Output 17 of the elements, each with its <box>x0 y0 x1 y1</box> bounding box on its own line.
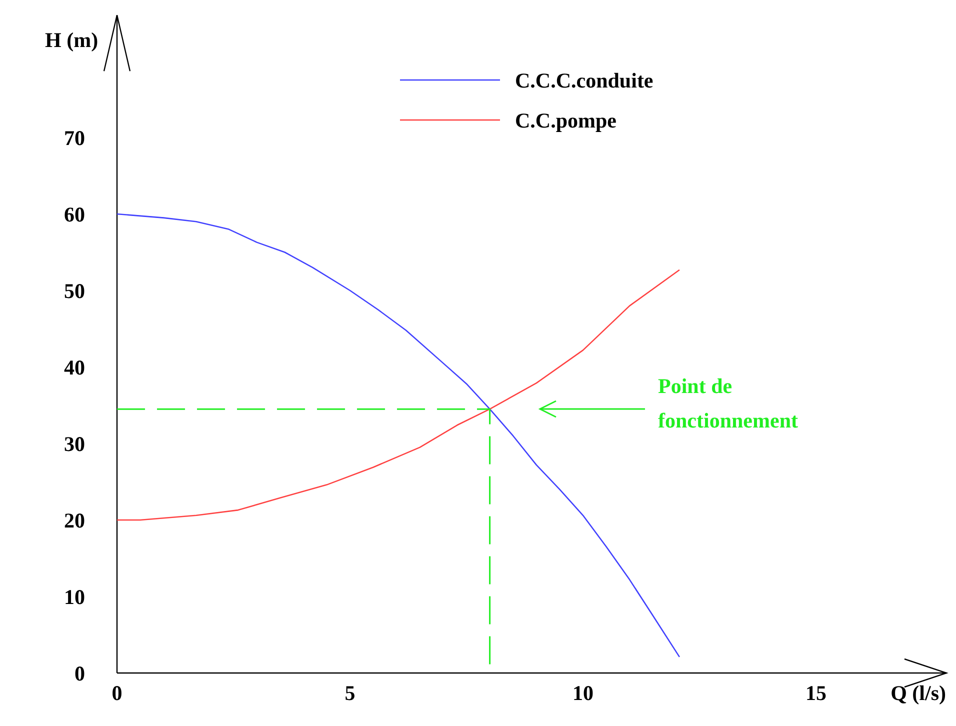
x-tick-label: 5 <box>344 681 356 705</box>
y-tick-label: 70 <box>64 126 85 150</box>
y-axis-title: H (m) <box>45 28 98 52</box>
x-tick-label: 0 <box>112 681 122 705</box>
y-tick-label: 50 <box>64 278 85 303</box>
y-tick-label: 30 <box>64 432 85 456</box>
y-tick-label: 10 <box>64 584 85 609</box>
y-tick-label: 20 <box>64 508 85 532</box>
annotation: Point de fonctionnement <box>658 374 798 433</box>
y-tick-label: 0 <box>74 661 85 686</box>
x-tick-label: 10 <box>572 681 594 705</box>
legend-label: C.C.pompe <box>515 108 617 132</box>
legend-label: C.C.C.conduite <box>515 68 654 92</box>
x-tick-label: 15 <box>806 681 826 705</box>
y-tick-label: 40 <box>64 355 85 380</box>
y-tick-label: 60 <box>64 202 85 226</box>
x-axis-title: Q (l/s) <box>890 681 946 705</box>
